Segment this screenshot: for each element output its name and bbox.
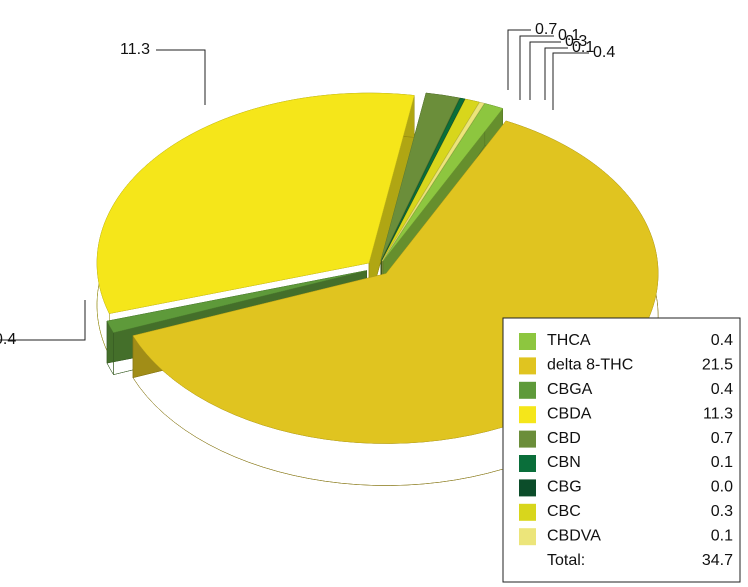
legend: THCA 0.4 delta 8-THC 21.5 CBGA 0.4 CBDA 11.3 CBD… xyxy=(502,317,741,583)
slice xyxy=(380,92,460,261)
legend-swatch xyxy=(519,357,536,375)
legend-swatch xyxy=(519,406,536,424)
leader-line xyxy=(544,47,568,100)
legend-label: CBG xyxy=(547,479,582,496)
slice xyxy=(381,98,480,262)
legend-value: 21.5 xyxy=(702,357,733,374)
legend-value: 0.7 xyxy=(711,430,733,447)
legend-label: THCA xyxy=(547,332,591,349)
leader-line xyxy=(507,29,531,90)
data-labels: 0.40.411.30.70.10.30.1 xyxy=(0,21,615,348)
data-label: 0.1 xyxy=(572,39,594,56)
legend-swatch xyxy=(519,528,536,546)
legend-label: CBDVA xyxy=(547,527,601,544)
legend-swatch xyxy=(519,333,536,350)
legend-label: CBDA xyxy=(547,405,592,422)
legend-value: 0.1 xyxy=(711,454,733,471)
legend-label: CBC xyxy=(547,503,581,520)
legend-value: 0.1 xyxy=(711,527,733,544)
legend-label: delta 8-THC xyxy=(547,357,633,374)
data-label: 0.7 xyxy=(535,21,557,38)
legend-label: CBGA xyxy=(547,381,593,398)
data-label: 0.3 xyxy=(565,33,587,50)
slice xyxy=(106,270,367,333)
legend-swatch xyxy=(519,455,536,472)
legend-label: CBD xyxy=(547,430,581,447)
legend-swatch xyxy=(519,430,536,448)
data-label: 0.1 xyxy=(558,27,580,44)
data-label: 11.3 xyxy=(120,41,150,58)
legend-total-value: 34.7 xyxy=(702,552,733,569)
slice xyxy=(382,101,485,262)
legend-label: CBN xyxy=(547,454,581,471)
leader-line xyxy=(529,41,561,100)
legend-swatch xyxy=(519,479,536,497)
legend-value: 0.4 xyxy=(711,332,733,349)
leader-line xyxy=(552,52,589,110)
legend-value: 11.3 xyxy=(703,405,733,422)
leader-line xyxy=(156,49,206,105)
legend-swatch xyxy=(519,503,536,521)
legend-total-label: Total: xyxy=(547,552,585,569)
slice xyxy=(381,98,466,261)
slice xyxy=(382,103,504,262)
legend-value: 0.0 xyxy=(711,479,733,496)
data-label: 0.4 xyxy=(593,44,615,61)
legend-swatch xyxy=(519,381,536,399)
slice xyxy=(96,92,415,314)
legend-box xyxy=(502,317,741,583)
legend-value: 0.3 xyxy=(711,503,733,520)
leader-line xyxy=(0,300,86,341)
leader-line xyxy=(519,35,554,100)
legend-value: 0.4 xyxy=(711,381,733,398)
data-label: 0.4 xyxy=(0,331,16,348)
